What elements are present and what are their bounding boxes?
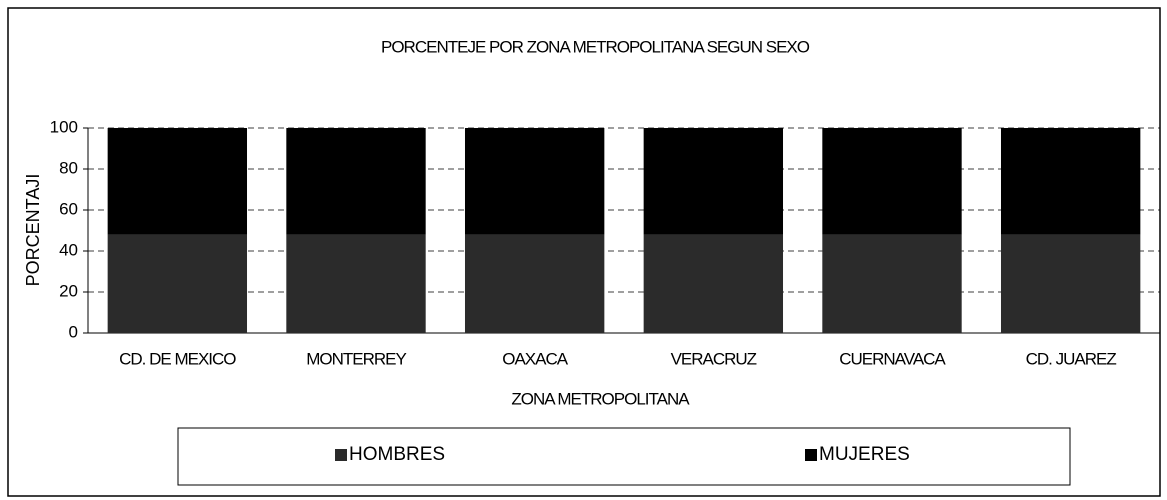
y-tick-label: 0 — [69, 322, 78, 341]
x-tick-label: CD. DE MEXICO — [119, 349, 236, 368]
bar-segment — [107, 128, 248, 235]
bar-segment — [464, 128, 605, 235]
bar-segment — [643, 128, 784, 235]
x-tick-label: OAXACA — [502, 349, 569, 368]
bar-segment — [286, 128, 426, 235]
x-tick-label: CUERNAVACA — [839, 349, 946, 368]
x-tick-label: MONTERREY — [306, 349, 406, 368]
bar-segment — [1000, 128, 1141, 235]
y-tick-label: 40 — [59, 240, 78, 259]
y-tick-label: 80 — [59, 158, 78, 177]
legend-label: MUJERES — [819, 444, 910, 465]
bar-segment — [107, 234, 248, 333]
legend-label: HOMBRES — [349, 444, 445, 465]
x-tick-label: VERACRUZ — [671, 349, 757, 368]
legend-swatch — [805, 449, 817, 461]
x-axis-title: ZONA METROPOLITANA — [511, 389, 690, 408]
bar-segment — [822, 128, 962, 235]
y-tick-label: 20 — [59, 281, 78, 300]
x-tick-label: CD. JUAREZ — [1026, 349, 1117, 368]
chart-title: PORCENTEJE POR ZONA METROPOLITANA SEGUN … — [381, 37, 810, 56]
legend-swatch — [335, 449, 347, 461]
y-axis-title: PORCENTAJI — [23, 174, 43, 287]
bar-segment — [643, 234, 784, 333]
legend-box — [177, 427, 1071, 486]
bar-segment — [1000, 234, 1141, 333]
bar-segment — [822, 234, 962, 333]
y-tick-label: 100 — [50, 117, 78, 136]
y-tick-label: 60 — [59, 199, 78, 218]
bar-segment — [464, 234, 605, 333]
bar-segment — [286, 234, 426, 333]
